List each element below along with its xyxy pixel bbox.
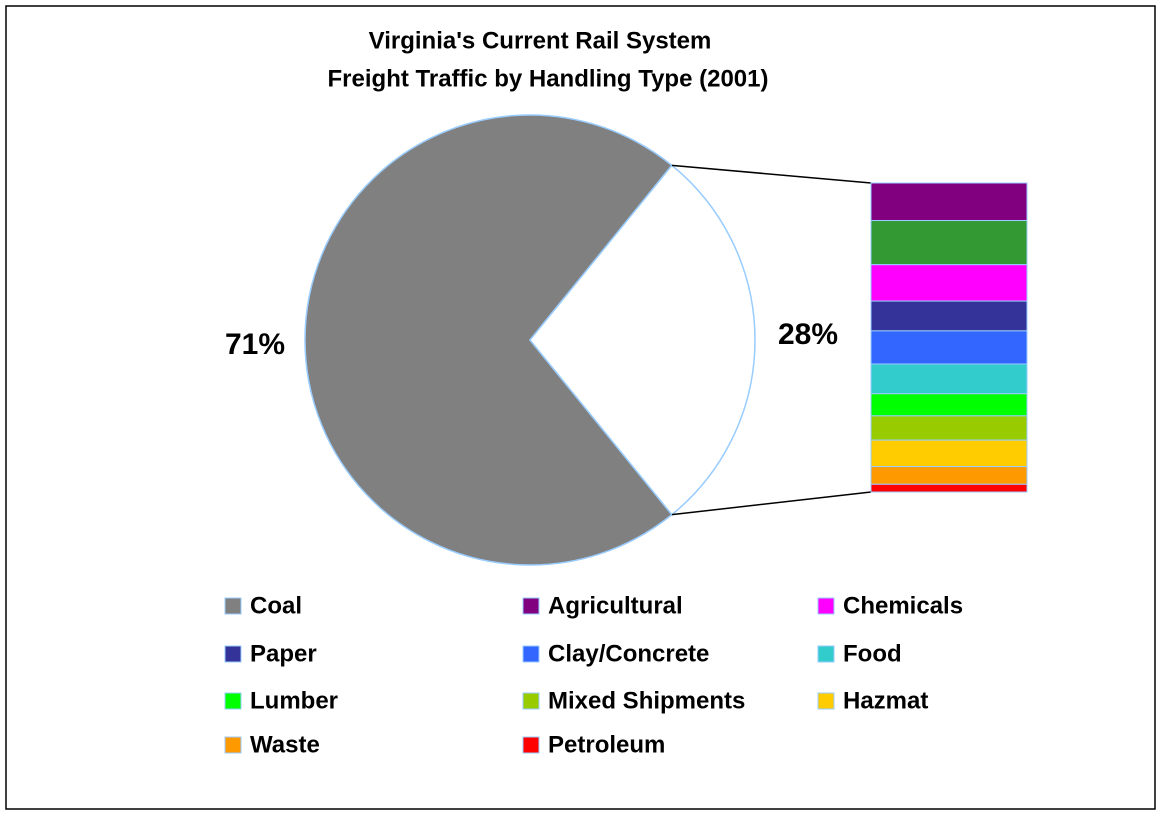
legend-label: Coal (250, 592, 302, 619)
connector-line (671, 164, 872, 184)
legend-label: Lumber (250, 687, 338, 714)
legend-label: Mixed Shipments (548, 687, 745, 714)
legend-swatch (522, 645, 540, 663)
legend-swatch (224, 597, 242, 615)
bar-segment (870, 483, 1028, 493)
legend-swatch (224, 736, 242, 754)
bar-segment (870, 466, 1028, 485)
bar-segment (870, 300, 1028, 332)
bar-segment (870, 393, 1028, 417)
legend-label: Chemicals (843, 592, 963, 619)
bar-segment (870, 220, 1028, 266)
data-label: 71% (225, 328, 285, 361)
legend-swatch (817, 645, 835, 663)
legend-label: Food (843, 640, 902, 667)
bar-segment (870, 182, 1028, 222)
bar-segment (870, 264, 1028, 302)
connector-line (671, 491, 872, 516)
legend-swatch (522, 692, 540, 710)
legend-swatch (224, 692, 242, 710)
pie-slice (529, 164, 756, 516)
data-label: 28% (778, 318, 838, 351)
legend-label: Petroleum (548, 731, 665, 758)
legend-label: Paper (250, 640, 317, 667)
chart-title: Virginia's Current Rail System (369, 27, 712, 54)
chart-subtitle: Freight Traffic by Handling Type (2001) (328, 65, 769, 92)
legend-label: Agricultural (548, 592, 683, 619)
legend-swatch (522, 597, 540, 615)
legend-label: Hazmat (843, 687, 928, 714)
legend-swatch (522, 736, 540, 754)
bar-segment (870, 330, 1028, 365)
legend-label: Clay/Concrete (548, 640, 709, 667)
legend-swatch (817, 692, 835, 710)
pie-slice (304, 114, 673, 566)
bar-segment (870, 439, 1028, 468)
bar-segment (870, 415, 1028, 441)
legend-swatch (224, 645, 242, 663)
legend-swatch (817, 597, 835, 615)
legend-label: Waste (250, 731, 320, 758)
bar-segment (870, 363, 1028, 395)
